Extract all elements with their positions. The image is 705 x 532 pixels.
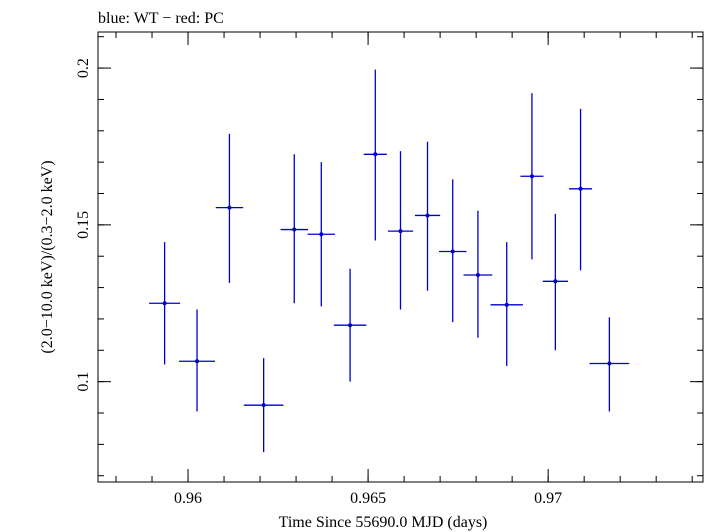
data-point xyxy=(387,151,414,310)
data-point xyxy=(243,358,284,453)
x-tick-label: 0.96 xyxy=(174,490,202,507)
data-point xyxy=(307,162,335,307)
data-point xyxy=(179,309,216,412)
data-point xyxy=(439,179,467,323)
tick-labels: 0.96 0.965 0.97 0.1 0.15 0.2 xyxy=(75,58,562,507)
chart-title: blue: WT − red: PC xyxy=(98,10,224,27)
point-marker xyxy=(319,232,324,237)
point-marker xyxy=(398,229,403,234)
data-point xyxy=(333,268,367,382)
point-marker xyxy=(373,152,378,157)
point-marker xyxy=(261,403,266,408)
point-marker xyxy=(227,205,232,210)
y-tick-label: 0.2 xyxy=(75,58,92,78)
point-marker xyxy=(607,361,612,366)
y-tick-label: 0.1 xyxy=(75,372,92,392)
point-marker xyxy=(504,302,509,307)
data-point xyxy=(490,242,523,366)
data-point xyxy=(589,317,630,412)
point-marker xyxy=(529,174,534,179)
data-point xyxy=(542,213,568,351)
minor-ticks xyxy=(98,32,703,482)
y-tick-label: 0.15 xyxy=(75,211,92,239)
x-tick-label: 0.97 xyxy=(534,490,562,507)
data-point xyxy=(569,108,593,271)
point-marker xyxy=(475,273,480,278)
x-axis-label: Time Since 55690.0 MJD (days) xyxy=(279,514,488,531)
point-marker xyxy=(553,279,558,284)
plot-frame xyxy=(97,31,704,483)
data-points xyxy=(149,69,630,453)
point-marker xyxy=(450,249,455,254)
point-marker xyxy=(425,213,430,218)
data-point xyxy=(463,210,493,338)
point-marker xyxy=(578,186,583,191)
point-marker xyxy=(195,359,200,364)
major-ticks xyxy=(98,32,703,482)
data-point xyxy=(280,154,308,304)
data-point xyxy=(414,141,441,291)
data-point xyxy=(520,93,544,260)
data-point xyxy=(149,242,181,365)
x-tick-label: 0.965 xyxy=(350,490,386,507)
point-marker xyxy=(292,227,297,232)
point-marker xyxy=(348,323,353,328)
data-point xyxy=(363,69,387,241)
data-point xyxy=(215,133,244,283)
y-axis-label: (2.0−10.0 keV)/(0.3−2.0 keV) xyxy=(39,160,56,353)
point-marker xyxy=(162,301,167,306)
